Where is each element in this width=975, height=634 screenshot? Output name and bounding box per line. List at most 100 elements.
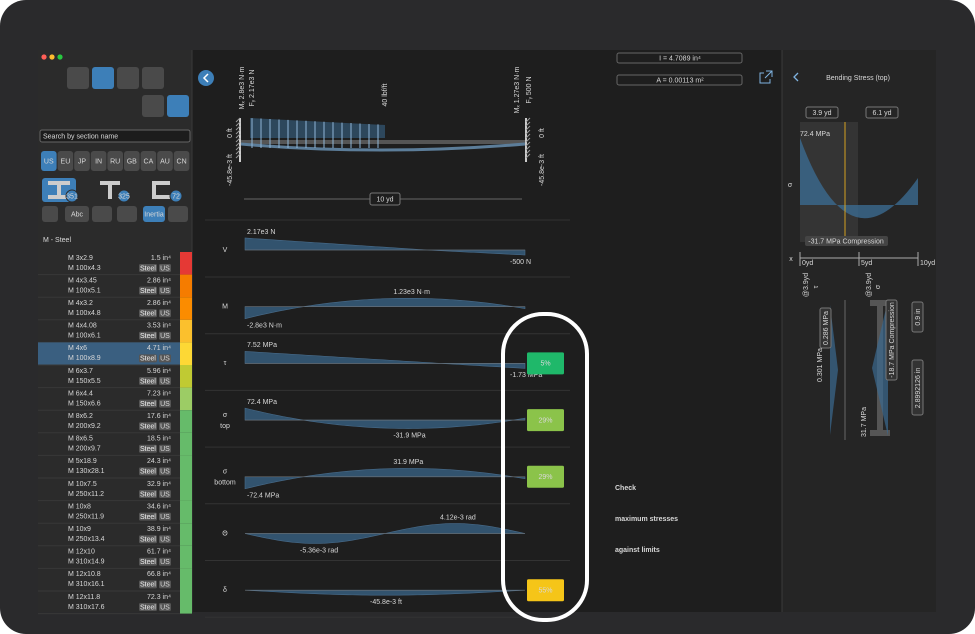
standard-label: EU [61,158,71,165]
hatch [235,121,241,127]
standard-label: AU [160,158,170,165]
tool-button[interactable] [67,67,89,89]
utilization-strip [180,410,192,433]
tool-button[interactable] [142,67,164,89]
material-tag: Steel [140,424,156,431]
utilization-strip [180,545,192,569]
utilization-badge [527,465,564,488]
material-tag: Steel [140,582,156,589]
standard-label: RU [110,158,120,165]
utilization-badge [527,352,564,375]
hatch [235,141,241,147]
standard-button[interactable] [90,151,107,171]
utilization-strip [180,591,192,614]
shape-icon[interactable] [48,181,70,199]
diagram-sub-label: top [220,423,230,430]
shape-icon[interactable] [152,181,170,199]
hatch [235,145,241,151]
tool-button[interactable] [117,67,139,89]
utilization-strip [180,319,192,343]
hatch [525,117,531,123]
hatch [235,129,241,135]
standard-button[interactable] [173,151,190,171]
standard-button[interactable] [57,151,74,171]
tool-button[interactable] [142,95,164,117]
section-name: M 12x10 [68,549,95,556]
standard-button[interactable] [157,151,173,171]
hatch [525,153,531,159]
standard-tag: US [160,333,170,340]
hatch [235,117,241,123]
sort-button[interactable] [143,206,165,222]
sort-button[interactable] [117,206,137,222]
back-button[interactable] [198,70,214,86]
standard-tag: US [160,604,170,611]
utilization-strip [180,568,192,591]
standard-button[interactable] [107,151,123,171]
standard-button[interactable] [140,151,157,171]
section-name: M 3x2.9 [68,255,93,262]
standard-tag: US [160,446,170,453]
hatch [235,149,241,155]
sort-button[interactable] [42,206,58,222]
x-tick-label: 5yd [861,260,872,267]
hatch [235,133,241,139]
section-inertia: 2.86 in⁴ [147,300,171,307]
section-metric: M 100x5.1 [68,287,101,294]
section-name: M 12x11.8 [68,594,100,601]
hatch [235,153,241,159]
standard-tag: US [160,288,170,295]
section-name: M 10x8 [68,503,91,510]
inertia-value: I = 4.7089 in⁴ [659,55,701,62]
shape-count: 351 [66,193,78,200]
sigma-dist [872,300,888,436]
material-tag: Steel [140,333,156,340]
back-chevron[interactable] [793,72,799,82]
standard-button[interactable] [41,151,57,171]
standard-tag: US [160,378,170,385]
sort-button[interactable] [168,206,188,222]
section-inertia: 32.9 in⁴ [147,481,171,488]
window-minimize[interactable] [49,54,55,60]
standard-button[interactable] [74,151,90,171]
standard-tag: US [160,311,170,318]
sort-button[interactable] [92,206,112,222]
diagram-area [244,297,526,320]
search-field[interactable] [39,129,191,143]
section-name: M 4x3.2 [68,300,93,307]
section-name: M 10x9 [68,526,91,533]
tag [159,377,171,385]
tag [139,331,157,340]
material-tag: Steel [140,401,156,408]
material-tag: Steel [140,604,156,611]
standard-button[interactable] [124,151,140,171]
tag [139,399,157,408]
search-placeholder: Search by section name [43,133,118,140]
material-tag: Steel [140,378,156,385]
back-arrow [202,73,209,83]
property-field [616,74,743,86]
tool-button[interactable] [92,67,114,89]
shape-count: 72 [172,193,180,200]
window-close[interactable] [41,54,47,60]
diagram-min: -31.9 MPa [393,432,425,439]
section-metric: M 310x14.9 [68,559,105,566]
material-tag: Steel [140,446,156,453]
tag [159,264,171,272]
utilization: 29% [538,417,552,424]
material-tag: Steel [140,491,156,498]
material-tag: Steel [140,378,156,385]
shape-icon[interactable] [100,181,120,199]
search-button[interactable] [167,95,189,117]
section-position: @3.9yd [803,273,810,297]
hatch [235,137,241,143]
tag [159,354,171,363]
window-zoom[interactable] [57,54,63,60]
support-bottom: -45.8e-3 ft [227,154,234,186]
span-box [369,192,401,206]
sort-button[interactable] [65,206,89,222]
stress-curve [800,138,918,219]
right-length: 6.1 yd [872,110,891,117]
shape-count-badge [117,189,131,203]
share-icon[interactable] [759,70,773,84]
